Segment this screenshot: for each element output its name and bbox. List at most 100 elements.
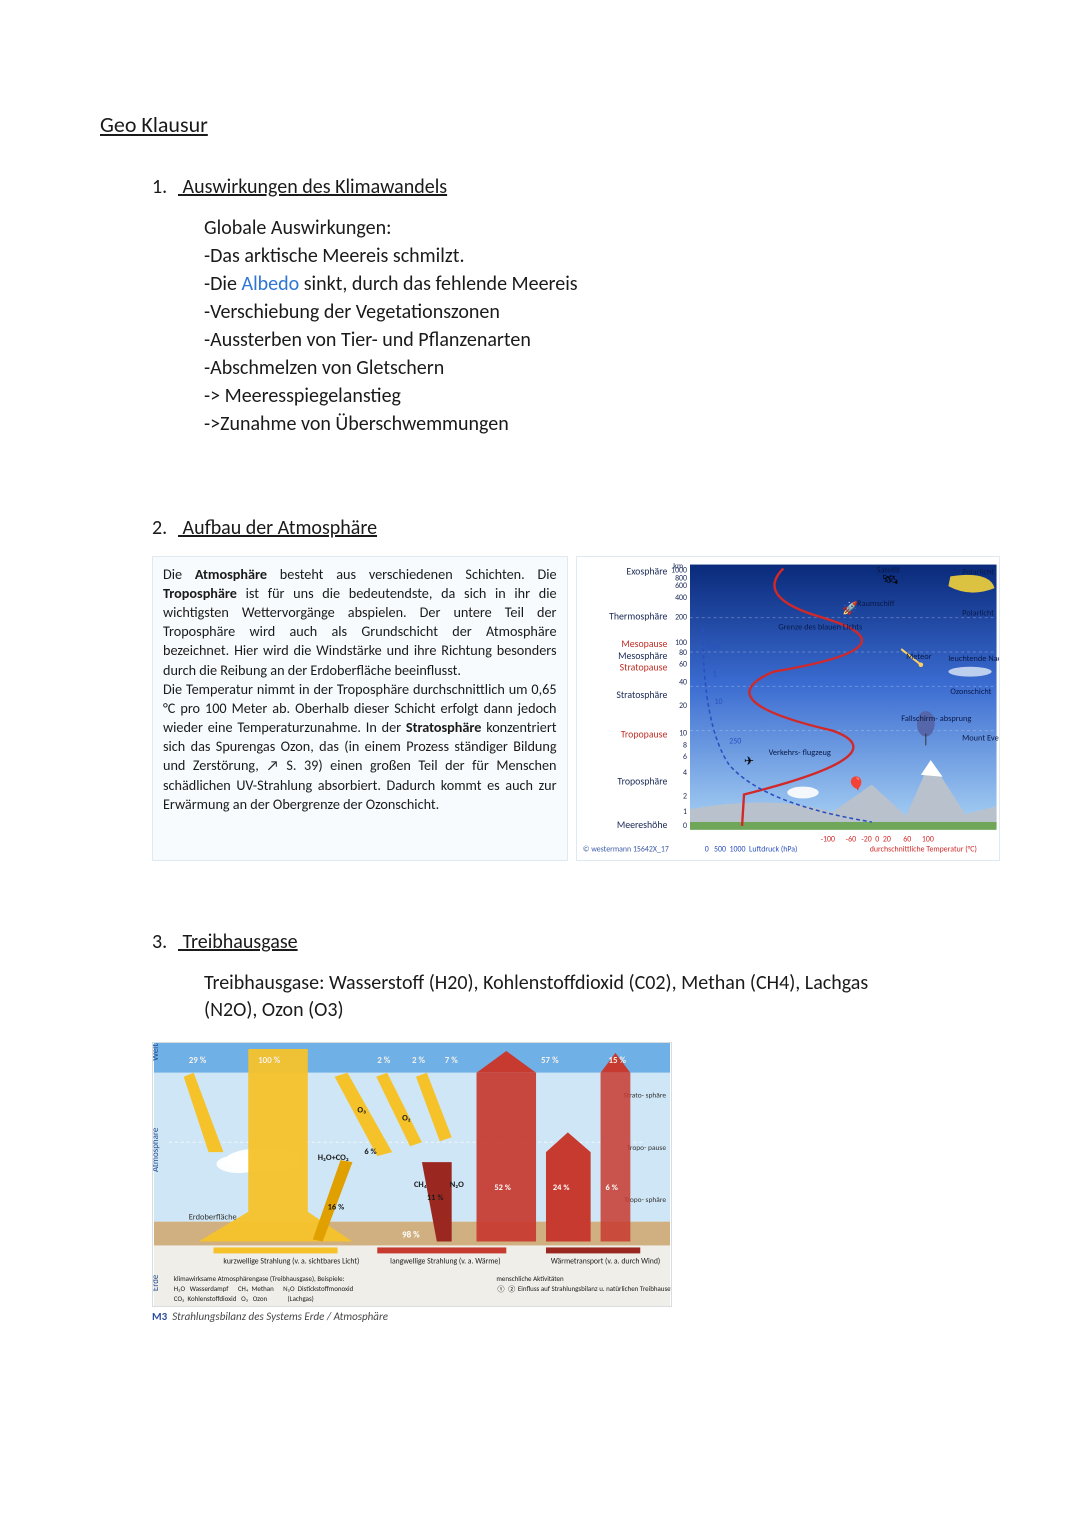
caption-label: M3 [152,1310,167,1323]
s1-line-1: -Verschiebung der Vegetationszonen [204,299,980,326]
plane-icon: ✈ [744,755,754,769]
section-2-number: 2. [152,515,178,542]
pct-srefl: 16 % [328,1202,345,1212]
pct-o2: 2 % [412,1055,426,1066]
rl-nacht: leuchtende Nachtwolken [948,654,1000,664]
leg-kurz: kurzwellige Strahlung (v. a. sichtbares … [223,1256,359,1266]
section-2: 2. Aufbau der Atmosphäre [100,515,980,542]
leg-h1: menschliche Aktivitäten [496,1274,564,1283]
km2: 600 [675,582,687,591]
rl-meteor: Meteor [906,652,931,662]
leg-g2: H₂O Wasserdampf CH₄ Methan N₂O Distickst… [174,1284,354,1293]
pct-h2o: 6 % [364,1147,376,1157]
km10: 10 [679,729,687,738]
leg-h2: ① ② Einfluss auf Strahlungsbilanz u. nat… [496,1284,672,1293]
radiation-caption: M3 Strahlungsbilanz des Systems Erde / A… [152,1310,980,1325]
xaxis-p: 0 500 1000 Luftdruck (hPa) [704,844,797,854]
p-tick-2: 10 [714,698,722,707]
p-tick-0: 0,01 [706,643,720,652]
p1d: Troposphäre [163,584,237,602]
rl-grenze: Grenze des blauen Lichts [778,622,862,632]
km4: 200 [675,613,687,622]
document-title: Geo Klausur [100,110,980,140]
rl-polar2: Polarlicht [962,608,994,618]
p1b: Atmosphäre [195,565,267,583]
xaxis-t-vals: -100 -60 -20 0 20 60 100 [820,835,933,844]
pct-ch4: 11 % [427,1192,444,1202]
pct-o3: 2 % [377,1055,391,1066]
cloud-icon [787,786,818,798]
rl-ozon: Ozonschicht [950,687,991,697]
section-3-heading: 3. Treibhausgase [152,929,980,956]
credit: © westermann 15642X_17 [582,845,668,854]
s1-line-5: ->Zunahme von Überschwemmungen [204,411,980,438]
section-3: 3. Treibhausgase Treibhausgase: Wasserst… [100,929,980,1024]
rl-polar1: Polarlicht [962,567,994,577]
km12: 6 [683,753,687,762]
s1-line-2: -Aussterben von Tier- und Pflanzenarten [204,327,980,354]
section-2-title: Aufbau der Atmosphäre [183,516,378,540]
section-2-heading: 2. Aufbau der Atmosphäre [152,515,980,542]
lbl-mesopause: Mesopause [621,638,667,650]
pct-emit: 52 % [494,1183,511,1193]
p-tick-3: 250 [729,737,741,746]
shuttle-icon: 🚀 [842,600,858,616]
km13: 4 [683,769,687,778]
leg-g1: klimawirksame Atmosphärengase (Treibhaus… [174,1274,345,1283]
lbl-stratopause: Stratopause [619,661,667,673]
albedo-link[interactable]: Albedo [242,272,300,296]
rl-verk: Verkehrs- flugzeug [768,748,830,758]
p1c: besteht aus verschiedenen Schichten. Die [267,565,557,583]
atmosphere-svg: 0,01 1 10 250 🛰 🚀 ✈ 🎈 km [576,556,1000,861]
xaxis-t-label: durchschnittliche Temperatur (°C) [869,844,976,854]
mol-o2: O₂ [402,1113,411,1123]
lbl-thermo: Thermosphäre [609,610,667,622]
caption-text: Strahlungsbilanz des Systems Erde / Atmo… [172,1310,388,1323]
lbl-tropo: Troposphäre [617,775,667,787]
lbl-tpause2: Tropo- pause [627,1143,667,1152]
section-3-title: Treibhausgase [183,930,298,954]
km3: 400 [675,594,687,603]
leg-lang: langwellige Strahlung (v. a. Wärme) [390,1256,500,1266]
s1-line-4: -> Meeresspiegelanstieg [204,383,980,410]
leg-g3: CO₂ Kohlenstoffdioxid O₃ Ozon (Lachgas) [174,1294,314,1303]
mol-h2oco2: H₂O+CO₂ [318,1153,349,1163]
radiation-svg: Weltall Atmosphäre Erde Strato- sphäre T… [152,1042,672,1307]
km16: 0 [683,822,687,831]
mol-n2o: N₂O [450,1180,464,1190]
s1-albedo-suffix: sinkt, durch das fehlende Meereis [299,272,577,296]
section-2-content: Die Atmosphäre besteht aus verschiedenen… [152,556,1000,861]
section-1-title: Auswirkungen des Klimawandels [183,175,448,199]
km5: 100 [675,639,687,648]
pct-cl: 7 % [445,1055,459,1066]
rl-everest: Mount Everest [962,733,1000,743]
mol-o3: O₃ [357,1105,366,1115]
km9: 20 [679,702,687,711]
km6: 80 [679,649,687,658]
noctilucent-icon [948,666,991,676]
pct-ir: 57 % [541,1055,559,1066]
pct-back: 24 % [553,1183,570,1193]
lbl-strato: Stratosphäre [616,689,667,701]
lbl-exo: Exosphäre [626,565,667,577]
km14: 2 [683,792,687,801]
lbl-sea: Meereshöhe [616,819,667,831]
radiation-diagram-wrap: Weltall Atmosphäre Erde Strato- sphäre T… [152,1042,980,1325]
s1-albedo-prefix: -Die [204,272,242,296]
section-1-body: Globale Auswirkungen: -Das arktische Mee… [152,215,980,438]
rl-sat: Satellit [876,565,899,575]
km15: 1 [683,808,687,817]
atmosphere-diagram: 0,01 1 10 250 🛰 🚀 ✈ 🎈 km [576,556,1000,861]
balloon-icon: 🎈 [847,775,865,793]
p2b: Stratosphäre [406,718,482,736]
p-tick-1: 1 [712,670,716,679]
lbl-meso: Mesosphäre [618,650,667,662]
atmosphere-textbox: Die Atmosphäre besteht aus verschiedenen… [152,556,568,861]
lbl-tropo2: Tropo- sphäre [624,1194,666,1203]
km7: 60 [679,660,687,669]
s1-line-0: -Das arktische Meereis schmilzt. [204,243,980,270]
pct-heat: 15 % [609,1055,627,1066]
section-3-number: 3. [152,929,178,956]
pct-abs: 98 % [402,1229,420,1240]
lbl-atmo: Atmosphäre [152,1127,161,1172]
